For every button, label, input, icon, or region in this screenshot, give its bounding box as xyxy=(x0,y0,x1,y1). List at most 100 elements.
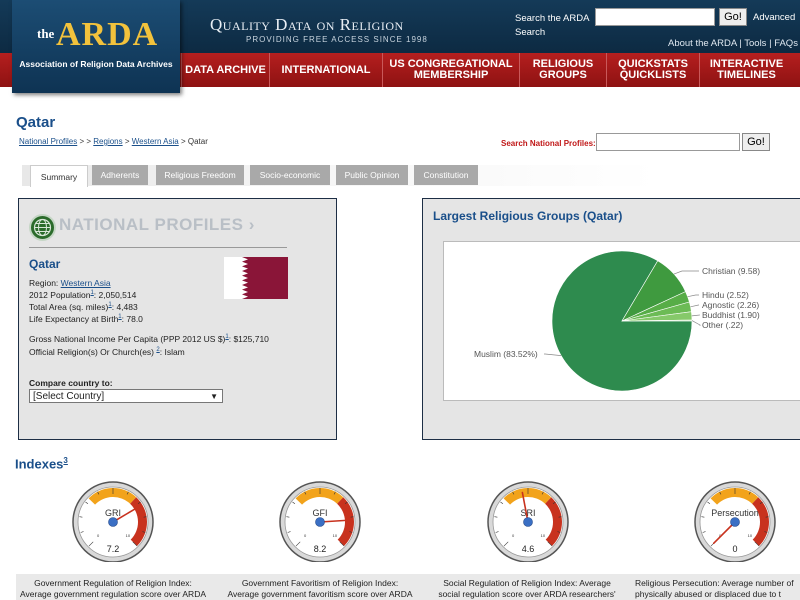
search-input[interactable] xyxy=(595,8,715,26)
gauge-tick xyxy=(137,501,141,505)
globe-icon xyxy=(29,214,56,241)
gauge-tick xyxy=(344,501,348,505)
tab-summary[interactable]: Summary xyxy=(30,165,88,187)
gauge-tick xyxy=(552,501,556,505)
pie-slice-other[interactable] xyxy=(621,319,693,322)
arda-logo[interactable]: the ARDA Association of Religion Data Ar… xyxy=(12,0,180,93)
gauge-tick xyxy=(349,531,353,533)
profile-tabs: Summary Adherents Religious Freedom Soci… xyxy=(22,165,657,187)
gauge-needle xyxy=(319,519,351,523)
gauge-tick xyxy=(85,501,89,505)
breadcrumb-regions[interactable]: Regions xyxy=(93,137,123,146)
compare-label: Compare country to: xyxy=(29,378,113,388)
official-religion-line: Official Religion(s) Or Church(es) 2: Is… xyxy=(29,347,185,357)
chart-title: Largest Religious Groups (Qatar) xyxy=(433,209,623,223)
nav-religious-groups[interactable]: RELIGIOUS GROUPS xyxy=(519,53,606,87)
gauge-tick xyxy=(97,491,100,495)
gauge-value: 4.6 xyxy=(522,544,535,554)
chevron-right-icon: › xyxy=(248,215,255,234)
tab-public-opinion[interactable]: Public Opinion xyxy=(336,165,408,185)
divider xyxy=(29,247,287,248)
gauge-needle xyxy=(112,505,140,523)
footnote-link[interactable]: 2 xyxy=(156,347,160,354)
qatar-flag xyxy=(224,257,288,299)
gauge-band-red xyxy=(337,497,354,547)
region-line: Region: Western Asia xyxy=(29,278,111,288)
logo-the: the xyxy=(37,26,55,41)
gauge-gfi: 0 10 GFI 8.2 xyxy=(279,481,361,562)
gauge-hub xyxy=(108,517,118,527)
gauge-caption-persecution: Religious Persecution: Average number of… xyxy=(635,578,794,599)
gauge-hub xyxy=(315,517,325,527)
gni-line: Gross National Income Per Capita (PPP 20… xyxy=(29,334,269,344)
pie-label-buddhist: Buddhist (1.90) xyxy=(702,310,760,320)
country-name: Qatar xyxy=(29,257,61,271)
tab-religious-freedom[interactable]: Religious Freedom xyxy=(156,165,244,185)
national-profiles-go-button[interactable]: Go! xyxy=(742,133,770,151)
pie-leader-line xyxy=(691,320,702,326)
pie-chart: Muslim (83.52%) Christian (9.58) Hindu (2.… xyxy=(474,250,760,392)
gauge-tick xyxy=(495,531,499,533)
footnote-link[interactable]: 1 xyxy=(225,334,229,341)
gauge-tick xyxy=(541,491,544,495)
tab-socio-economic[interactable]: Socio-economic xyxy=(250,165,330,185)
gauge-label: SRI xyxy=(520,508,535,518)
gauge-hub xyxy=(523,517,533,527)
gauge-tick xyxy=(304,491,307,495)
about-link[interactable]: About the ARDA xyxy=(668,38,737,49)
national-profiles-heading: NATIONAL PROFILES › xyxy=(59,215,255,234)
faqs-link[interactable]: FAQs xyxy=(774,38,798,49)
index-captions xyxy=(16,574,800,600)
gauge-band-orange xyxy=(88,488,137,505)
search-go-button[interactable]: Go! xyxy=(719,8,747,26)
nav-us-congregational[interactable]: US CONGREGATIONAL MEMBERSHIP xyxy=(382,53,519,87)
gauge-tick xyxy=(557,531,561,533)
national-profiles-search-input[interactable] xyxy=(596,133,740,151)
nav-data-archive[interactable]: DATA ARCHIVE xyxy=(181,53,269,87)
nav-quickstats[interactable]: QUICKSTATS QUICKLISTS xyxy=(606,53,699,87)
compare-country-select[interactable]: [Select Country] ▼ xyxy=(29,389,223,403)
gauge-caption-gri: Government Regulation of Religion Index:… xyxy=(20,578,206,599)
gauge-label: GFI xyxy=(313,508,328,518)
tab-constitution[interactable]: Constitution xyxy=(414,165,478,185)
footnote-link[interactable]: 1 xyxy=(108,302,112,309)
footnote-link[interactable]: 1 xyxy=(118,314,122,321)
gauge-min-label: 0 xyxy=(512,533,515,538)
tools-link[interactable]: Tools xyxy=(744,38,767,49)
breadcrumb-current: Qatar xyxy=(187,137,208,146)
gauge-needle xyxy=(712,521,736,545)
gauge-max-label: 10 xyxy=(126,533,131,538)
pie-leader-line xyxy=(673,270,699,275)
nav-international[interactable]: INTERNATIONAL xyxy=(269,53,382,87)
advanced-search-link[interactable]: Advanced xyxy=(753,12,796,23)
footnote-link[interactable]: 3 xyxy=(63,456,68,465)
nav-timelines[interactable]: INTERACTIVE TIMELINES xyxy=(699,53,793,87)
pie-leader-line xyxy=(544,353,562,356)
logo-arda: ARDA xyxy=(56,16,159,53)
tab-adherents[interactable]: Adherents xyxy=(92,165,148,185)
breadcrumb-national-profiles[interactable]: National Profiles xyxy=(19,137,78,146)
gauge-band-orange xyxy=(710,488,759,505)
pie-label-christian: Christian (9.58) xyxy=(702,266,760,276)
region-link[interactable]: Western Asia xyxy=(60,278,111,288)
gauge-tick xyxy=(339,541,345,547)
gauge-tick xyxy=(503,541,509,547)
gauge-caption-sri: Social Regulation of Religion Index: Ave… xyxy=(438,578,616,599)
gauge-tick xyxy=(126,491,129,495)
pie-chart-box: Muslim (83.52%) Christian (9.58) Hindu (2.… xyxy=(443,241,800,401)
population-line: 2012 Population1: 2,050,514 xyxy=(29,290,137,300)
breadcrumb: National Profiles > > Regions > Western … xyxy=(19,137,208,146)
gauge-tick xyxy=(748,491,751,495)
gauge-max-label: 10 xyxy=(333,533,338,538)
breadcrumb-western-asia[interactable]: Western Asia xyxy=(131,137,179,146)
gauge-value: 8.2 xyxy=(314,544,327,554)
pie-label-hindu: Hindu (2.52) xyxy=(702,290,749,300)
gauge-max-label: 10 xyxy=(748,533,753,538)
footnote-link[interactable]: 1 xyxy=(90,290,94,297)
gauge-band-red xyxy=(752,497,769,547)
gauge-value: 0 xyxy=(732,544,737,554)
gauge-band-orange xyxy=(295,488,344,505)
gauge-tick xyxy=(333,491,336,495)
search-label: Search the ARDA Search xyxy=(515,13,589,38)
